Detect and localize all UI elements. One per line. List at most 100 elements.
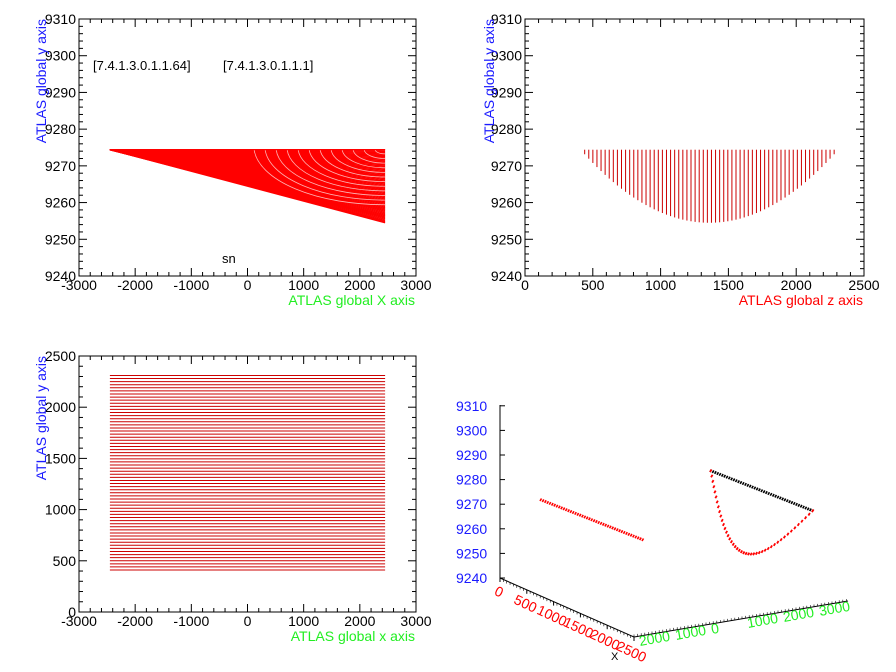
module-marker [620, 529, 624, 534]
module-marker [562, 507, 566, 511]
module-marker [608, 525, 612, 529]
module-marker [723, 526, 727, 531]
x-tick-label: -1000 [173, 277, 209, 293]
moire-arc [352, 149, 386, 164]
vertical-tick-label: 9270 [456, 496, 487, 512]
module-marker [564, 508, 568, 512]
module-marker [764, 490, 768, 495]
module-marker [622, 530, 626, 535]
module-marker [811, 509, 815, 513]
module-marker [783, 498, 787, 502]
module-marker [720, 473, 724, 477]
module-marker [741, 481, 745, 486]
module-marker [543, 499, 547, 504]
module-marker [581, 514, 584, 518]
module-marker [728, 537, 732, 541]
module-marker [641, 538, 645, 542]
y-tick-label: 9240 [491, 268, 522, 284]
x-axis-ticks: -3000 -2000 -1000 0 1000 2000 3000 [61, 19, 432, 293]
vertical-axis-ticks: 9240 9250 9260 9270 9280 9290 9300 9310 [456, 398, 505, 586]
x-tick-label: 1000 [288, 277, 319, 293]
x-tick-label: -3000 [61, 613, 97, 629]
module-marker [724, 530, 728, 534]
module-lines [584, 149, 835, 223]
module-marker [587, 517, 591, 521]
fan-lines [109, 149, 386, 224]
module-marker [718, 472, 722, 477]
x-tick-label: 3000 [400, 613, 431, 629]
module-marker [718, 509, 722, 514]
module-marker [557, 505, 561, 509]
module-marker [611, 526, 615, 530]
module-marker [574, 511, 577, 516]
module-marker [767, 491, 771, 496]
y-tick-label: 9310 [45, 11, 76, 27]
module-marker [722, 522, 726, 527]
y-tick-label: 9240 [45, 268, 76, 284]
module-marker [723, 474, 727, 478]
y-tick-label: 9280 [45, 121, 76, 137]
moire-arc [297, 149, 386, 187]
module-id-label-2: [7.4.1.3.0.1.1.1] [223, 58, 313, 73]
module-marker [748, 484, 752, 488]
module-marker [737, 479, 741, 484]
y-tick-label: 1500 [45, 450, 76, 466]
module-marker [786, 532, 790, 536]
module-marker [590, 518, 594, 522]
module-marker [806, 507, 810, 511]
module-marker [725, 475, 729, 479]
module-marker [548, 501, 552, 506]
module-marker [606, 524, 610, 528]
module-marker [774, 494, 778, 498]
module-marker [749, 552, 753, 556]
module-marker [800, 519, 804, 523]
module-marker [793, 526, 797, 530]
x-tick-label: 1500 [713, 277, 744, 293]
module-marker [553, 503, 557, 507]
y-tick-label: 9280 [491, 121, 522, 137]
vertical-tick-label: 9310 [456, 398, 487, 414]
module-marker [732, 478, 736, 482]
module-marker [757, 550, 761, 555]
module-marker [753, 486, 757, 490]
y-axis-label: ATLAS global y axis [33, 19, 49, 143]
module-marker [742, 551, 746, 555]
x-axis-ticks: -3000 -2000 -1000 0 1000 2000 3000 [61, 356, 432, 629]
x-axis-label: ATLAS global x axis [291, 628, 415, 644]
x-tick-label: 2500 [848, 277, 879, 293]
module-marker [713, 470, 717, 475]
module-marker [601, 522, 605, 526]
3d-module-points [539, 469, 815, 556]
module-marker [571, 510, 575, 515]
y-axis-ticks: 0 500 1000 1500 2000 2500 [45, 348, 416, 620]
vertical-tick-label: 9260 [456, 521, 487, 537]
module-marker [739, 480, 743, 485]
module-marker [769, 544, 773, 549]
y-tick-label: 2500 [45, 348, 76, 364]
module-marker [747, 552, 751, 556]
module-marker [802, 505, 805, 509]
x-tick-label: 1000 [645, 277, 676, 293]
module-marker [799, 504, 803, 508]
y-tick-label: 0 [68, 604, 76, 620]
x-axis-ticks: 2000 1000 0 1000 2000 3000 [633, 598, 851, 649]
module-marker [634, 535, 638, 539]
moire-arc [308, 149, 386, 183]
module-marker [797, 503, 801, 507]
module-marker [615, 528, 619, 532]
module-marker [541, 498, 545, 503]
x-tick-label: 2000 [782, 604, 816, 625]
module-marker [762, 489, 766, 494]
module-marker [796, 522, 800, 527]
module-marker [792, 501, 796, 506]
panel-top-left: -3000 -2000 -1000 0 1000 2000 3000 9240 9250 926… [33, 11, 432, 308]
module-marker [760, 549, 764, 554]
x-tick-label: 2000 [781, 277, 812, 293]
module-lines [109, 374, 386, 571]
module-marker [727, 476, 731, 480]
x-tick-label: 2000 [344, 277, 375, 293]
module-marker [550, 502, 554, 506]
x-axis-label: ATLAS global X axis [288, 292, 415, 308]
